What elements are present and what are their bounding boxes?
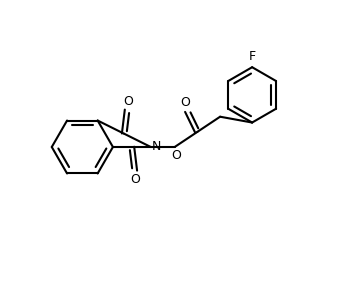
Text: F: F [249,50,256,63]
Text: O: O [171,149,181,162]
Text: N: N [152,141,161,153]
Text: O: O [123,95,133,108]
Text: O: O [130,173,140,186]
Text: O: O [180,96,190,109]
